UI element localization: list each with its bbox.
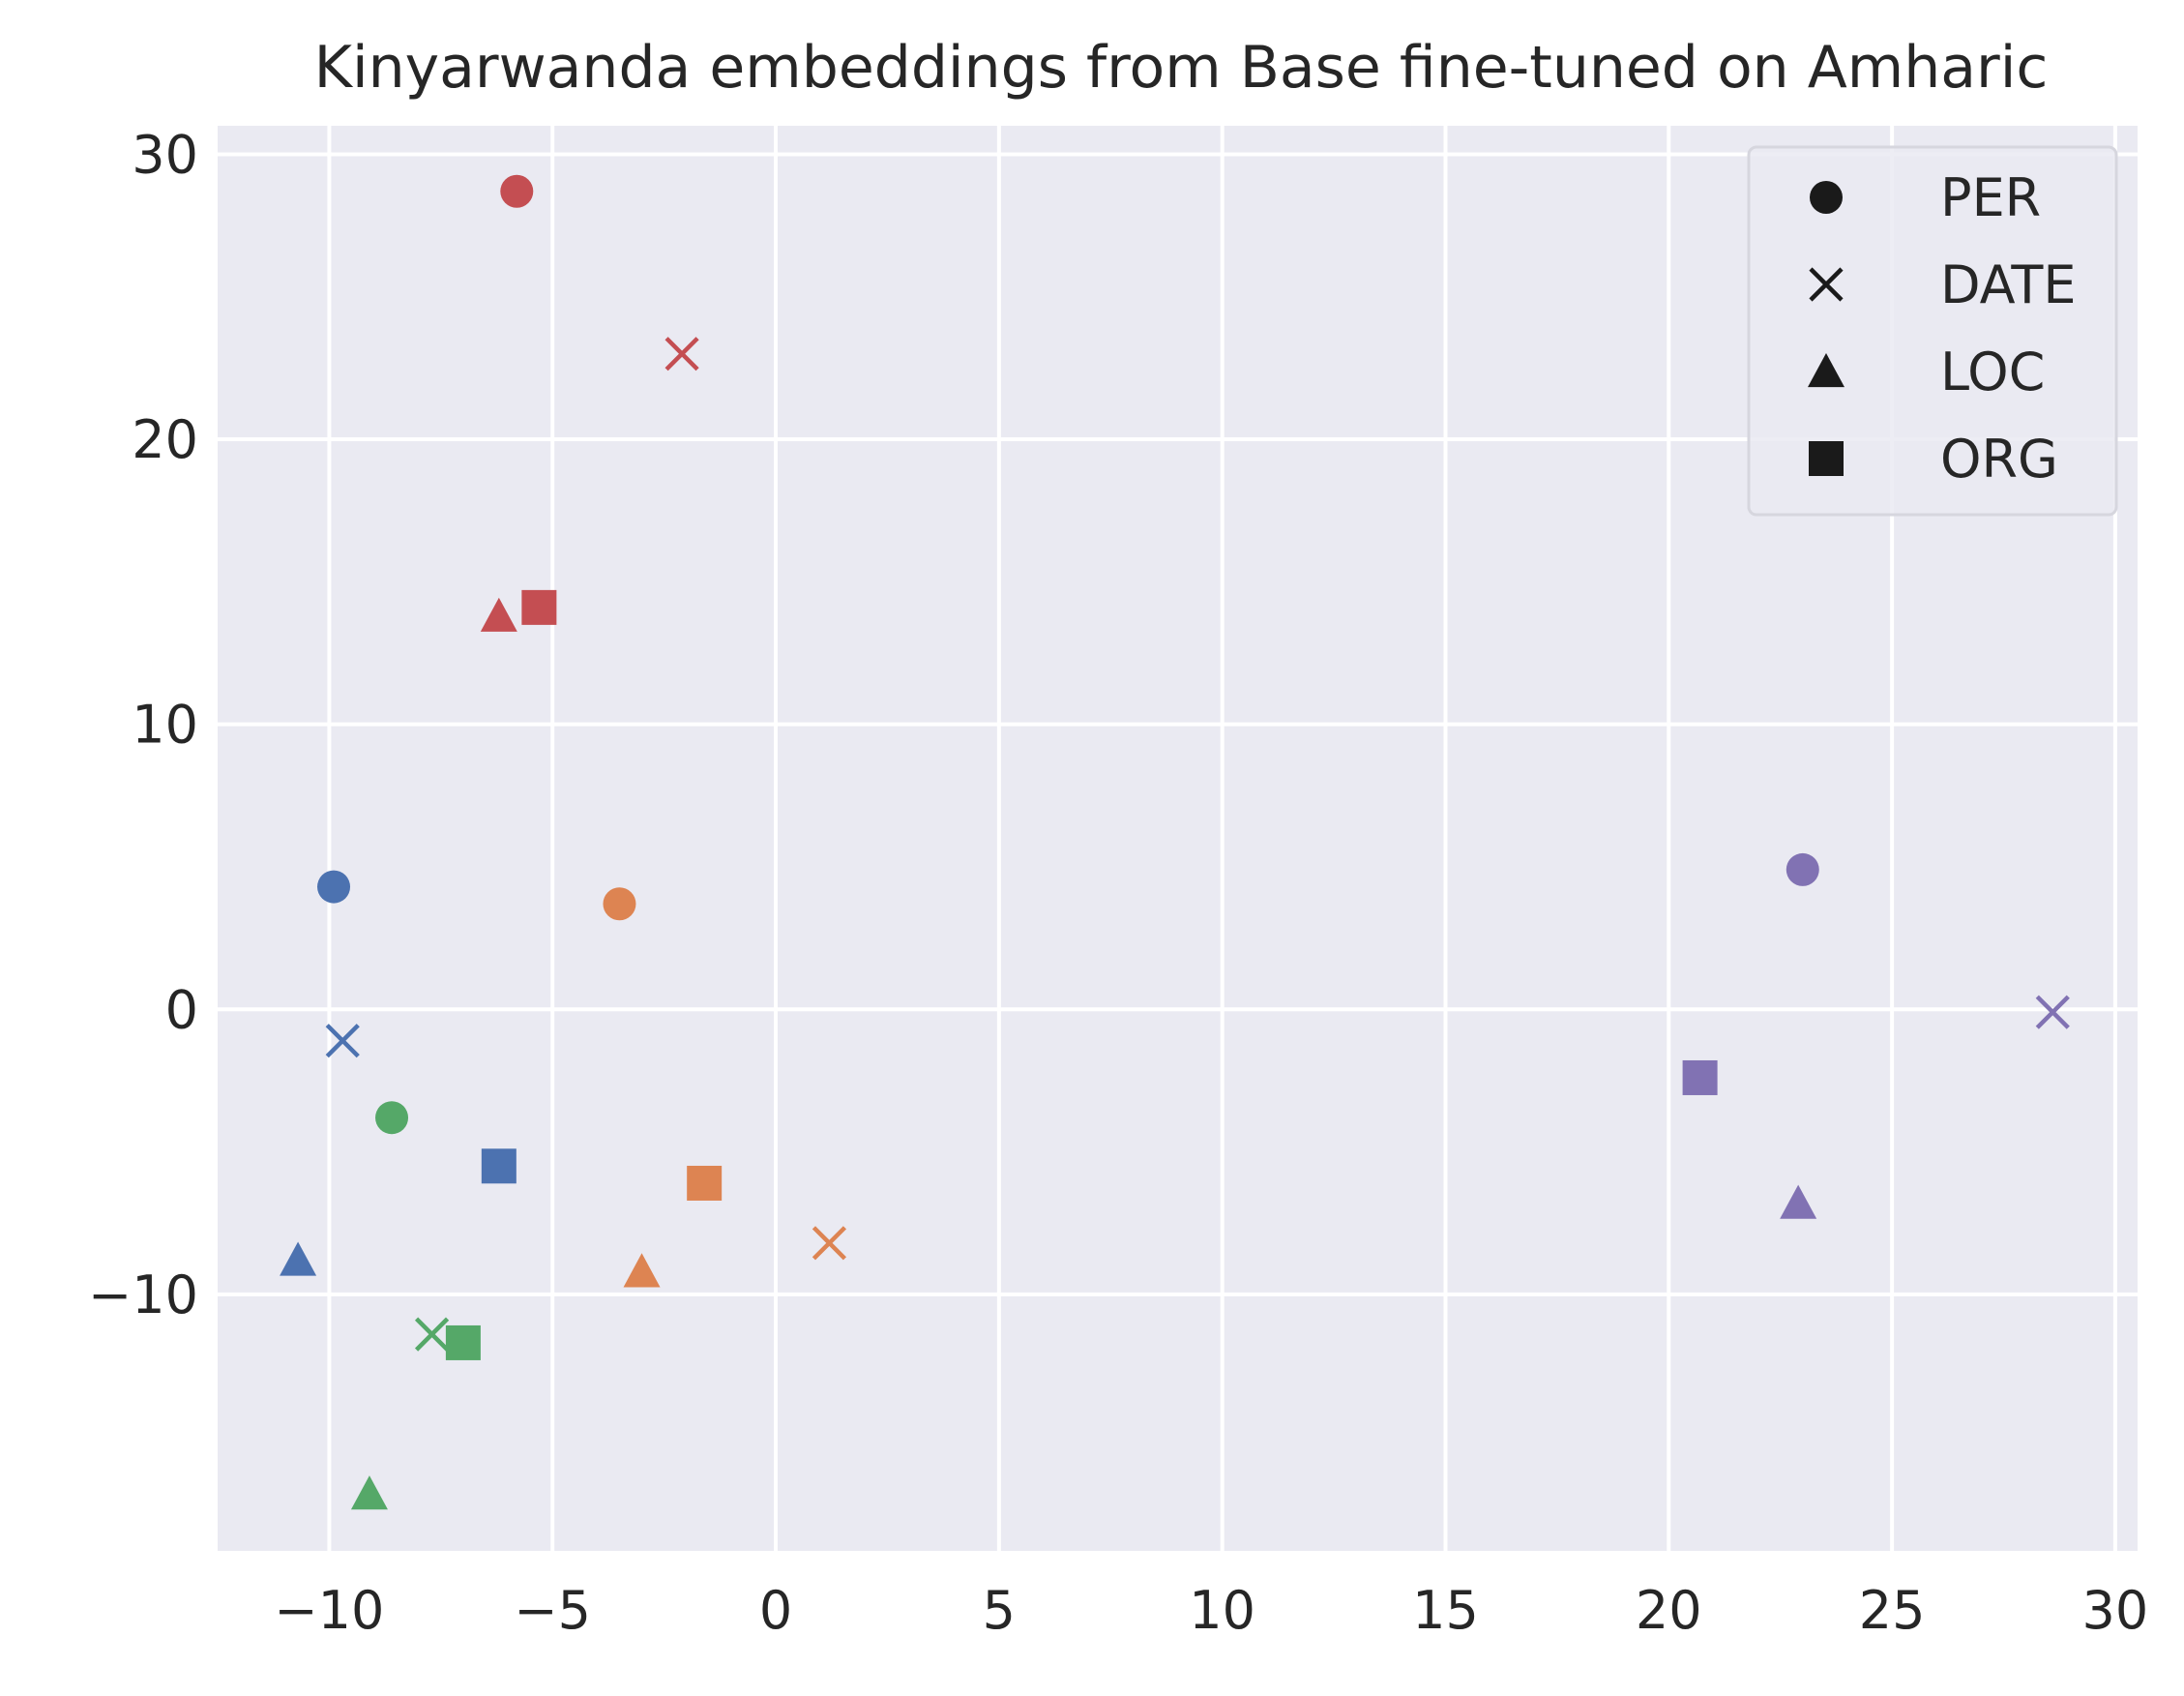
data-point-triangle <box>480 597 517 632</box>
data-point-circle <box>603 887 636 921</box>
data-point-circle <box>375 1101 409 1135</box>
x-tick-label: −10 <box>274 1580 384 1641</box>
x-tick-label: 25 <box>1859 1580 1926 1641</box>
legend-label: DATE <box>1940 254 2076 315</box>
legend-label: PER <box>1940 167 2041 228</box>
data-point-triangle <box>280 1241 317 1276</box>
x-tick-label: −5 <box>514 1580 591 1641</box>
data-points <box>280 174 2070 1510</box>
data-point-circle <box>317 870 351 904</box>
data-point-x <box>812 1226 847 1261</box>
data-point-square <box>521 589 557 625</box>
data-point-circle <box>500 174 534 208</box>
y-tick-label: 0 <box>165 979 198 1040</box>
legend-marker-square <box>1809 441 1844 476</box>
legend-marker-triangle <box>1808 353 1845 388</box>
legend-box <box>1747 145 2118 517</box>
data-point-x <box>414 1317 450 1352</box>
x-axis-tick-labels: −10 −5 0 5 10 15 20 25 30 <box>274 1580 2148 1641</box>
data-point-x <box>2035 995 2070 1029</box>
chart-title: Kinyarwanda embeddings from Base fine-tu… <box>314 34 2049 102</box>
legend-marker-circle <box>1810 181 1843 214</box>
y-tick-label: 20 <box>132 409 198 470</box>
legend-label: ORG <box>1940 429 2058 490</box>
x-tick-label: 10 <box>1189 1580 1255 1641</box>
data-point-x <box>325 1024 360 1058</box>
data-point-square <box>1682 1059 1718 1095</box>
x-tick-label: 0 <box>759 1580 792 1641</box>
x-tick-label: 5 <box>983 1580 1016 1641</box>
data-point-x <box>664 337 699 372</box>
x-tick-label: 15 <box>1412 1580 1479 1641</box>
data-point-triangle <box>1780 1184 1817 1219</box>
x-tick-label: 20 <box>1636 1580 1702 1641</box>
legend-label: LOC <box>1940 342 2045 402</box>
data-point-circle <box>1786 852 1819 886</box>
y-axis-tick-labels: −10 0 10 20 30 <box>88 124 198 1324</box>
data-point-triangle <box>350 1475 388 1510</box>
y-tick-label: 30 <box>132 124 198 185</box>
data-point-square <box>481 1148 516 1184</box>
legend-marker-x <box>1809 267 1844 302</box>
data-point-triangle <box>623 1253 661 1288</box>
y-tick-label: −10 <box>88 1265 198 1325</box>
y-tick-label: 10 <box>132 695 198 756</box>
x-tick-label: 30 <box>2082 1580 2149 1641</box>
legend: PER DATE LOC ORG <box>1747 145 2118 517</box>
data-point-square <box>445 1324 481 1360</box>
data-point-square <box>687 1165 723 1201</box>
